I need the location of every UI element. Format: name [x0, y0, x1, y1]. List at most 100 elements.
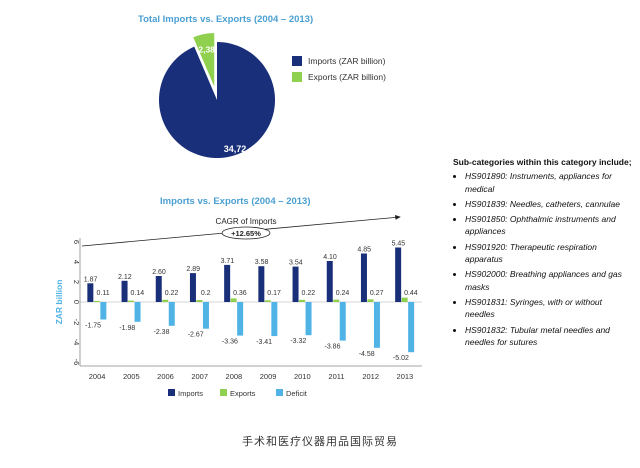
bar-label-exports-2004: 0.11 [97, 290, 110, 297]
bar-legend-swatch-imports [168, 389, 175, 396]
subcategories-panel: Sub-categories within this category incl… [453, 156, 633, 351]
bar-x-tick-2008: 2008 [226, 372, 243, 381]
bar-label-imports-2013: 5.45 [392, 241, 406, 248]
subcategory-item: HS901890: Instruments, appliances for me… [465, 170, 633, 195]
bar-deficit-2004 [100, 302, 107, 320]
bar-label-exports-2011: 0.24 [336, 290, 350, 297]
bar-x-tick-2006: 2006 [157, 372, 174, 381]
bar-label-exports-2006: 0.22 [165, 290, 179, 297]
subcategories-list: HS901890: Instruments, appliances for me… [453, 170, 633, 348]
bar-exports-2011 [333, 299, 340, 302]
bar-label-deficit-2008: -3.36 [222, 339, 238, 346]
bar-deficit-2005 [134, 302, 141, 322]
bar-deficit-2013 [408, 302, 415, 353]
bar-legend-label-exports: Exports [230, 389, 256, 398]
subcategory-item: HS901832: Tubular metal needles and need… [465, 324, 633, 349]
bar-label-deficit-2004: -1.75 [85, 323, 101, 330]
bar-y-tick-label: -4 [72, 339, 81, 346]
bar-y-axis-label: ZAR billion [54, 280, 64, 325]
pie-label-imports: 34,72 [224, 144, 247, 154]
bar-x-tick-2010: 2010 [294, 372, 311, 381]
bar-imports-2005 [121, 280, 128, 302]
bar-legend-swatch-exports [220, 389, 227, 396]
bar-exports-2012 [367, 299, 374, 302]
bar-label-deficit-2013: -5.02 [393, 355, 409, 362]
pie-slice-imports [159, 42, 275, 158]
bar-exports-2006 [162, 299, 169, 302]
bar-exports-2010 [299, 299, 306, 302]
bar-imports-2008 [224, 264, 231, 302]
bar-label-deficit-2005: -1.98 [119, 325, 135, 332]
bar-label-deficit-2010: -3.32 [290, 338, 306, 345]
pie-legend-item-exports: Exports (ZAR billion) [292, 72, 386, 82]
bar-imports-2010 [292, 266, 299, 302]
pie-legend-item-imports: Imports (ZAR billion) [292, 56, 386, 66]
bar-chart-title: Imports vs. Exports (2004 – 2013) [160, 196, 311, 207]
bar-imports-2009 [258, 266, 265, 302]
bar-y-tick-label: -2 [72, 319, 81, 326]
pie-slice-exports [191, 31, 216, 91]
subcategory-item: HS901920: Therapeutic respiration appara… [465, 241, 633, 266]
bar-label-deficit-2011: -3.86 [325, 344, 341, 351]
bar-label-deficit-2006: -2.38 [154, 329, 170, 336]
pie-chart: 2,38 34,72 [159, 31, 275, 158]
imports-swatch [292, 56, 302, 66]
bar-deficit-2012 [373, 302, 380, 348]
bar-y-tick-label: 0 [72, 300, 81, 304]
bar-label-imports-2011: 4.10 [323, 254, 337, 261]
exports-swatch [292, 72, 302, 82]
bar-y-tick-label: 6 [72, 240, 81, 244]
bar-label-exports-2008: 0.36 [233, 290, 247, 297]
subcategory-item: HS901831: Syringes, with or without need… [465, 296, 633, 321]
bar-imports-2006 [155, 276, 162, 302]
bar-y-tick-label: 2 [72, 280, 81, 284]
bar-exports-2008 [230, 298, 237, 302]
pie-chart-title: Total Imports vs. Exports (2004 – 2013) [138, 14, 314, 25]
cagr-label: CAGR of Imports [216, 217, 277, 226]
bar-label-imports-2008: 3.71 [221, 258, 235, 265]
bar-label-deficit-2012: -4.58 [359, 351, 375, 358]
pie-legend-label-exports: Exports (ZAR billion) [308, 72, 386, 82]
subcategories-heading: Sub-categories within this category incl… [453, 157, 632, 167]
cagr-value: +12.65% [231, 229, 261, 238]
bar-x-tick-2004: 2004 [89, 372, 106, 381]
bar-deficit-2008 [237, 302, 244, 336]
bar-legend-swatch-deficit [276, 389, 283, 396]
bar-label-exports-2013: 0.44 [404, 290, 418, 297]
figure-caption: 手术和医疗仪器用品国际贸易 [242, 436, 398, 448]
bar-x-tick-2009: 2009 [260, 372, 277, 381]
bar-legend: Imports Exports Deficit [168, 389, 308, 398]
bar-exports-2007 [196, 300, 203, 302]
bar-exports-2004 [93, 300, 100, 302]
bar-deficit-2009 [271, 302, 278, 337]
bar-imports-2013 [395, 247, 402, 302]
bar-legend-label-deficit: Deficit [286, 389, 308, 398]
pie-legend-label-imports: Imports (ZAR billion) [308, 56, 386, 66]
bar-label-imports-2006: 2.60 [152, 269, 166, 276]
bar-chart: ZAR billion 6 4 2 0 -2 -4 -6 CAGR of Imports +12.… [54, 215, 422, 398]
subcategory-item: HS901850: Ophthalmic instruments and app… [465, 213, 633, 238]
bar-imports-2004 [87, 283, 94, 302]
bar-label-imports-2005: 2.12 [118, 274, 132, 281]
subcategory-item: HS901839: Needles, catheters, cannulae [465, 198, 633, 210]
bar-x-tick-2011: 2011 [328, 372, 344, 381]
bar-y-tick-label: 4 [72, 260, 81, 264]
bar-label-exports-2009: 0.17 [267, 290, 281, 297]
bar-label-imports-2012: 4.85 [357, 247, 371, 254]
pie-legend: Imports (ZAR billion) Exports (ZAR billi… [292, 56, 386, 82]
cagr-value-badge [221, 226, 271, 240]
bar-y-tick-label: -6 [72, 359, 81, 366]
bar-imports-2011 [326, 261, 333, 302]
pie-label-exports: 2,38 [198, 44, 215, 54]
bar-imports-2007 [189, 273, 196, 302]
bar-label-deficit-2009: -3.41 [256, 339, 272, 346]
bar-label-exports-2005: 0.14 [130, 290, 144, 297]
bar-exports-2009 [264, 300, 271, 302]
bar-label-imports-2009: 3.58 [255, 259, 269, 266]
bar-x-tick-2005: 2005 [123, 372, 140, 381]
bar-label-exports-2010: 0.22 [301, 290, 315, 297]
bar-deficit-2006 [168, 302, 175, 326]
bar-deficit-2010 [305, 302, 312, 336]
bar-x-tick-2012: 2012 [362, 372, 379, 381]
bar-label-exports-2007: 0.2 [201, 290, 211, 297]
